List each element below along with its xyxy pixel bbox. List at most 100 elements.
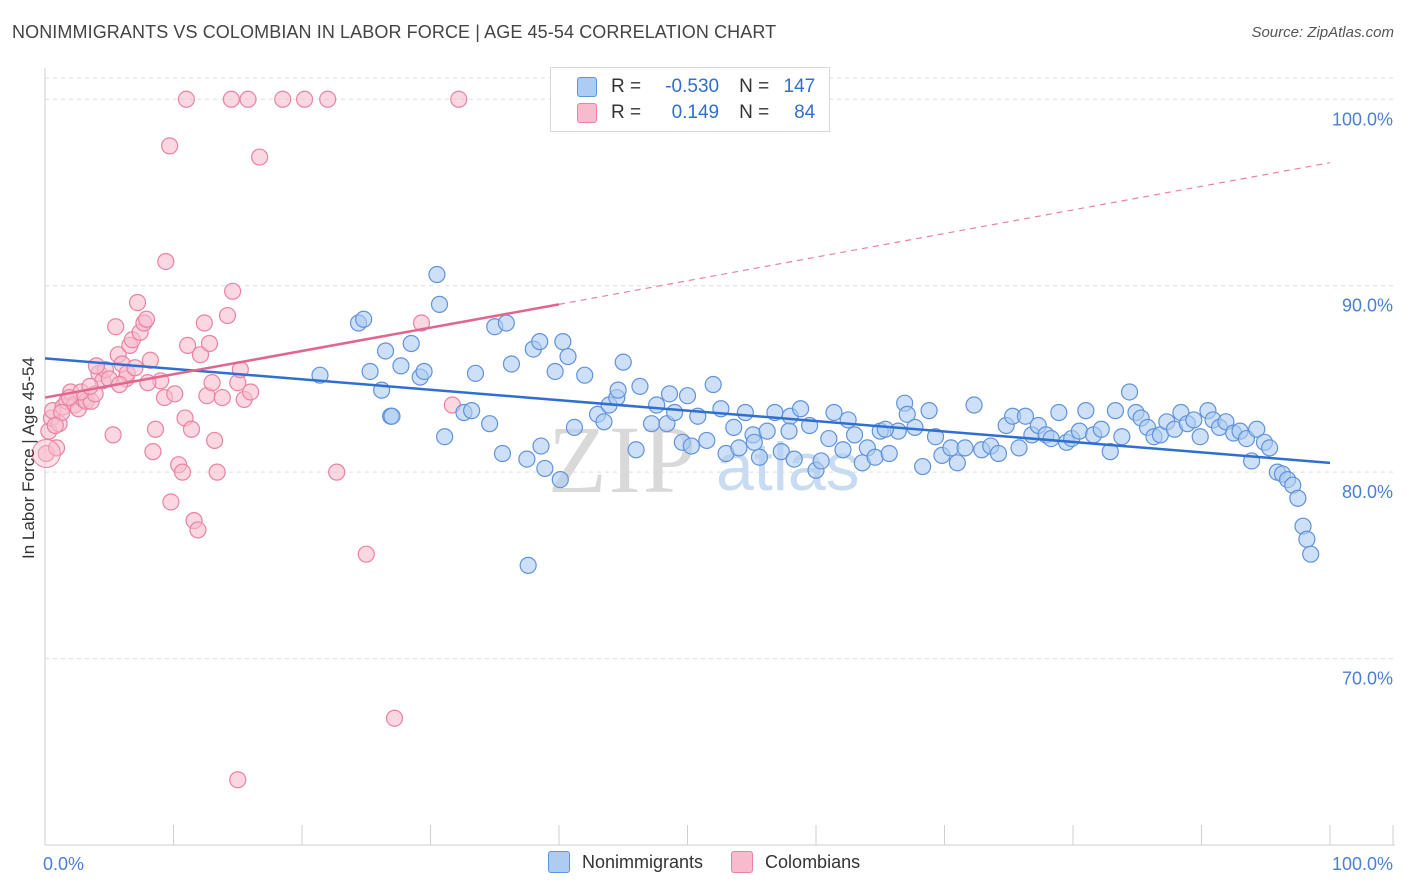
nonimmigrants-point	[825, 403, 843, 422]
nonimmigrants-point	[1092, 420, 1110, 438]
nonimmigrants-point	[627, 441, 645, 459]
nonimmigrants-point	[812, 452, 830, 470]
colombians-point	[218, 306, 237, 325]
colombians-point	[412, 314, 431, 332]
nonimmigrants-point	[914, 457, 932, 476]
colombians-point	[177, 90, 195, 108]
colombians-point	[157, 252, 175, 271]
colombians-trend-extension	[558, 162, 1331, 305]
colombians-point	[250, 148, 269, 166]
legend-swatch-pink	[577, 103, 597, 123]
nonimmigrants-point	[780, 422, 798, 440]
nonimmigrants-point	[725, 418, 743, 436]
legend-label: Nonimmigrants	[582, 851, 704, 872]
nonimmigrants-point	[415, 362, 433, 381]
nonimmigrants-point	[948, 454, 966, 472]
legend-r-label: R =	[611, 76, 642, 97]
colombians-point	[162, 493, 180, 511]
nonimmigrants-point	[595, 413, 613, 431]
nonimmigrants-point	[956, 439, 974, 457]
series-legend: Nonimmigrants Colombians	[548, 851, 888, 873]
colombians-point	[200, 334, 219, 353]
nonimmigrants-point	[1120, 383, 1139, 401]
colombians-point	[146, 420, 165, 438]
nonimmigrants-point	[565, 418, 584, 436]
colombians-point	[81, 377, 99, 395]
colombians-point	[126, 359, 144, 377]
nonimmigrants-point	[642, 415, 661, 433]
chart-title: NONIMMIGRANTS VS COLOMBIAN IN LABOR FORC…	[12, 22, 777, 42]
colombians-point	[295, 90, 314, 108]
nonimmigrants-point	[428, 265, 446, 284]
nonimmigrants-point	[704, 375, 722, 394]
colombians-point	[166, 385, 184, 403]
nonimmigrants-point	[876, 420, 894, 438]
legend-row-colombians: R = 0.149 N = 84	[577, 101, 815, 125]
nonimmigrants-point	[1101, 443, 1119, 461]
nonimmigrants-point	[1248, 420, 1266, 438]
legend-swatch-pink	[731, 851, 754, 873]
colombians-point	[206, 431, 224, 450]
nonimmigrants-point	[392, 357, 410, 375]
nonimmigrants-point	[965, 396, 983, 414]
nonimmigrants-point	[839, 411, 857, 429]
legend-n-value: 147	[783, 76, 816, 97]
tick-labels: 70.0% 80.0% 90.0% 100.0% 0.0% 100.0%	[43, 109, 1393, 874]
nonimmigrants-point	[880, 444, 898, 463]
legend-r-value: 0.149	[671, 102, 720, 123]
colombians-point	[357, 545, 375, 563]
legend-item-colombians: Colombians	[731, 851, 860, 873]
nonimmigrants-point	[920, 402, 938, 420]
y-tick-label: 100.0%	[1332, 109, 1393, 129]
nonimmigrants-point	[497, 314, 515, 332]
nonimmigrants-point	[502, 355, 521, 373]
nonimmigrants-point	[745, 433, 763, 451]
nonimmigrants-trend-line	[44, 357, 1331, 465]
source-label: Source: ZipAtlas.com	[1251, 24, 1394, 41]
nonimmigrants-point	[532, 437, 550, 455]
colombians-point	[213, 388, 231, 407]
colombians-point	[128, 293, 147, 312]
colombians-point	[189, 521, 207, 539]
nonimmigrants-point	[791, 400, 810, 418]
nonimmigrants-point	[682, 437, 700, 455]
nonimmigrants-point	[463, 402, 481, 420]
colombians-point	[87, 357, 106, 375]
nonimmigrants-point	[845, 426, 864, 444]
colombians-point	[229, 771, 247, 789]
nonimmigrants-point	[785, 450, 803, 468]
colombians-points	[31, 90, 468, 789]
colombians-point	[195, 314, 213, 332]
nonimmigrants-point	[402, 334, 420, 353]
nonimmigrants-point	[666, 403, 684, 422]
colombians-point	[239, 90, 257, 108]
nonimmigrants-point	[493, 444, 512, 463]
y-tick-label: 80.0%	[1342, 482, 1393, 502]
nonimmigrants-point	[1185, 411, 1203, 429]
legend-row-nonimmigrants: R = -0.530 N = 147	[577, 75, 815, 99]
colombians-point	[179, 336, 197, 354]
nonimmigrants-point	[466, 364, 485, 382]
colombians-point	[46, 416, 64, 435]
legend-swatch-blue	[577, 77, 597, 97]
nonimmigrants-point	[820, 429, 838, 448]
nonimmigrants-point	[758, 422, 776, 440]
colombians-trend-line	[44, 303, 560, 399]
legend-r-label: R =	[611, 102, 642, 123]
colombians-point	[144, 443, 162, 461]
colombians-point	[191, 346, 210, 364]
nonimmigrants-point	[648, 396, 666, 414]
legend-swatch-blue	[548, 851, 570, 873]
trend-lines	[44, 162, 1331, 465]
nonimmigrants-point	[1298, 530, 1316, 548]
colombians-point	[203, 374, 221, 392]
correlation-legend: R = -0.530 N = 147 R = 0.149 N = 84	[550, 67, 830, 132]
nonimmigrants-point	[614, 353, 632, 371]
nonimmigrants-point	[531, 333, 549, 351]
nonimmigrants-point	[1050, 403, 1068, 422]
nonimmigrants-point	[559, 347, 577, 366]
nonimmigrants-point	[518, 450, 536, 468]
nonimmigrants-point	[355, 310, 373, 328]
nonimmigrants-point	[772, 443, 790, 461]
